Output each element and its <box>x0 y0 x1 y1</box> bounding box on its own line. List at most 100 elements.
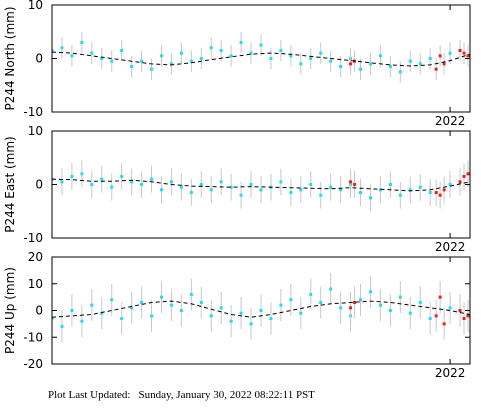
point <box>299 188 303 192</box>
point <box>434 67 438 71</box>
footer-text: Sunday, January 30, 2022 08:22:11 PST <box>139 389 316 401</box>
y-tick-label: 10 <box>28 0 43 12</box>
point <box>279 303 283 307</box>
point <box>130 180 134 184</box>
y-tick-label: 0 <box>35 178 43 192</box>
point <box>442 322 446 326</box>
point <box>229 319 233 323</box>
point <box>378 54 382 58</box>
point <box>189 191 193 195</box>
point <box>418 62 422 66</box>
y-axis-label: P244 Up (mm) <box>3 267 17 354</box>
point <box>458 180 462 184</box>
point <box>448 51 452 55</box>
model-line <box>52 300 470 318</box>
point <box>438 54 442 58</box>
point <box>229 54 233 58</box>
point <box>299 311 303 315</box>
point <box>110 298 114 302</box>
point <box>398 193 402 197</box>
point <box>279 180 283 184</box>
point <box>189 59 193 63</box>
point <box>368 62 372 66</box>
point <box>90 183 94 186</box>
point <box>60 46 64 50</box>
point <box>120 317 124 321</box>
point <box>466 314 470 318</box>
point <box>428 191 432 195</box>
point <box>90 303 94 307</box>
point <box>339 306 343 310</box>
point <box>150 177 154 181</box>
point <box>80 40 84 44</box>
point <box>408 59 412 63</box>
point <box>52 48 54 52</box>
y-axis-label: P244 East (mm) <box>3 136 17 232</box>
point <box>428 317 432 321</box>
model-line <box>52 51 470 67</box>
point <box>80 319 84 323</box>
point <box>434 314 438 318</box>
point <box>259 43 263 47</box>
point <box>349 306 353 310</box>
point <box>229 185 233 189</box>
point <box>199 57 203 60</box>
point <box>209 46 213 50</box>
point <box>249 322 253 326</box>
point <box>140 59 144 63</box>
point <box>179 51 183 55</box>
point <box>309 292 313 296</box>
point <box>398 295 402 299</box>
point <box>398 70 402 74</box>
point <box>388 309 392 312</box>
y-tick-label: -10 <box>23 231 43 245</box>
point <box>319 51 323 55</box>
point <box>100 57 104 60</box>
point <box>458 48 462 52</box>
point <box>60 325 64 329</box>
plot-area <box>52 273 470 343</box>
point <box>418 300 422 304</box>
footer: Plot Last Updated: Sunday, January 30, 20… <box>48 389 315 401</box>
y-tick-label: -10 <box>23 330 43 344</box>
point <box>289 191 293 195</box>
point <box>219 180 223 184</box>
point <box>319 193 323 197</box>
point <box>349 180 353 184</box>
point <box>309 183 313 186</box>
point <box>130 65 134 69</box>
point <box>159 295 163 299</box>
point <box>462 317 466 321</box>
point <box>209 188 213 192</box>
point <box>150 314 154 318</box>
point <box>448 183 452 186</box>
y-axis-label: P244 North (mm) <box>3 6 17 110</box>
plot-area <box>52 160 470 212</box>
y-tick-label: 20 <box>28 250 43 264</box>
point <box>378 188 382 192</box>
point <box>140 183 144 186</box>
y-tick-label: 0 <box>35 52 43 66</box>
point <box>368 290 372 294</box>
point <box>368 196 372 200</box>
point <box>359 191 363 195</box>
point <box>249 51 253 55</box>
point <box>120 174 124 178</box>
point <box>239 193 243 197</box>
point <box>189 292 193 296</box>
point <box>434 191 438 195</box>
point <box>90 51 94 55</box>
point <box>159 188 163 192</box>
point <box>388 65 392 69</box>
point <box>259 188 263 192</box>
x-tick-label: 2022 <box>435 114 466 128</box>
point <box>466 172 470 176</box>
point <box>52 317 54 321</box>
point <box>462 174 466 178</box>
point <box>462 51 466 55</box>
point <box>289 298 293 302</box>
point <box>309 57 313 60</box>
point <box>289 54 293 58</box>
x-tick-label: 2022 <box>435 366 466 380</box>
